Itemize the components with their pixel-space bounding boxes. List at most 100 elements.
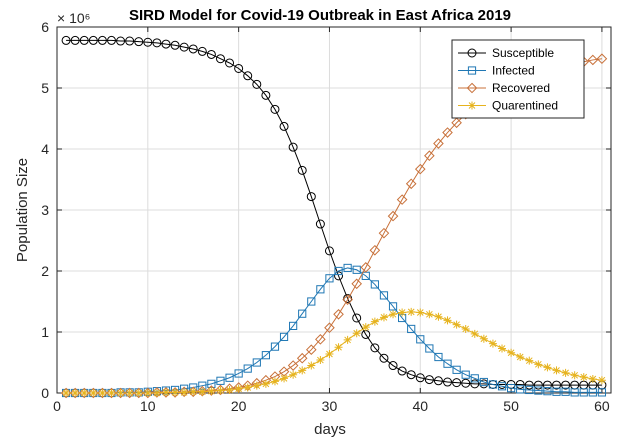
data-point-quarentined: [189, 387, 198, 396]
data-point-susceptible: [379, 353, 389, 363]
data-point-infected: [289, 321, 298, 330]
data-point-recovered: [160, 387, 172, 398]
data-point-recovered: [305, 344, 317, 355]
data-point-recovered: [378, 227, 390, 239]
data-point-susceptible: [143, 37, 153, 47]
data-point-quarentined: [89, 389, 98, 397]
data-point-susceptible: [524, 380, 534, 390]
data-point-quarentined: [143, 389, 152, 397]
data-point-susceptible: [88, 35, 98, 45]
data-point-quarentined: [171, 388, 180, 397]
data-point-susceptible: [170, 40, 180, 50]
data-point-infected: [243, 364, 252, 373]
data-point-susceptible: [561, 380, 571, 390]
data-point-infected: [261, 351, 270, 360]
data-point-infected: [379, 291, 389, 300]
legend-label-quarentined: Quarentined: [492, 99, 558, 113]
data-point-quarentined: [343, 335, 352, 344]
data-point-infected: [234, 369, 243, 378]
data-point-recovered: [405, 178, 417, 190]
data-point-recovered: [396, 194, 408, 205]
data-point-infected: [561, 387, 570, 396]
data-point-infected: [452, 365, 461, 374]
data-point-quarentined: [152, 389, 161, 397]
data-point-recovered: [315, 334, 326, 345]
data-point-infected: [216, 376, 225, 385]
data-point-susceptible: [134, 37, 144, 47]
legend: Susceptible Infected Recovered Quarentined: [451, 39, 585, 119]
y-tick-label: 3: [41, 202, 49, 218]
data-point-recovered: [351, 278, 363, 290]
legend-marker-susceptible: [467, 48, 477, 58]
data-point-infected: [370, 280, 379, 289]
x-tick-label: 0: [53, 398, 61, 414]
data-point-quarentined: [570, 371, 579, 380]
data-point-quarentined: [516, 353, 525, 362]
data-point-quarentined: [62, 389, 71, 397]
data-point-quarentined: [370, 317, 379, 326]
y-tick-label: 5: [41, 80, 49, 96]
data-point-quarentined: [334, 343, 343, 352]
data-point-recovered: [69, 387, 81, 399]
data-point-quarentined: [452, 320, 461, 329]
data-point-quarentined: [352, 329, 361, 338]
data-point-quarentined: [289, 370, 298, 379]
data-point-recovered: [124, 387, 135, 399]
data-point-infected: [425, 344, 434, 353]
data-point-susceptible: [552, 380, 562, 390]
data-point-quarentined: [161, 388, 170, 397]
data-point-quarentined: [307, 361, 316, 370]
data-point-susceptible: [252, 79, 262, 89]
data-point-quarentined: [379, 313, 388, 322]
data-point-quarentined: [479, 334, 488, 343]
data-point-recovered: [287, 360, 299, 371]
data-point-quarentined: [488, 339, 497, 348]
data-point-susceptible: [225, 58, 235, 68]
data-point-susceptible: [197, 46, 207, 56]
data-point-susceptible: [116, 36, 126, 46]
data-point-quarentined: [198, 387, 207, 396]
data-point-susceptible: [433, 376, 443, 386]
data-point-quarentined: [252, 381, 261, 390]
data-point-infected: [516, 385, 525, 394]
series-quarentined: [62, 307, 606, 397]
data-point-quarentined: [361, 323, 370, 332]
data-point-infected: [316, 285, 325, 294]
data-point-quarentined: [561, 368, 570, 377]
x-tick-label: 20: [231, 398, 247, 414]
data-point-susceptible: [243, 71, 253, 81]
data-point-susceptible: [352, 313, 362, 323]
x-tick-label: 50: [503, 398, 519, 414]
data-point-infected: [534, 386, 543, 395]
legend-label-recovered: Recovered: [492, 81, 550, 95]
data-point-infected: [307, 297, 316, 306]
data-point-quarentined: [579, 373, 588, 382]
x-tick-label: 30: [322, 398, 338, 414]
data-point-quarentined: [407, 307, 416, 316]
data-point-susceptible: [388, 361, 398, 371]
data-point-recovered: [60, 387, 72, 399]
data-point-infected: [479, 377, 488, 387]
data-point-susceptible: [106, 35, 116, 45]
data-point-quarentined: [552, 366, 561, 375]
data-point-infected: [461, 370, 470, 379]
data-point-recovered: [387, 210, 399, 222]
data-point-recovered: [142, 387, 154, 399]
data-point-recovered: [369, 244, 381, 256]
data-point-susceptible: [415, 373, 425, 383]
data-point-quarentined: [261, 379, 270, 388]
data-point-recovered: [296, 352, 308, 364]
data-point-recovered: [424, 150, 435, 162]
data-point-susceptible: [297, 165, 307, 175]
y-tick-label: 4: [41, 141, 49, 157]
data-point-quarentined: [416, 308, 425, 317]
data-point-infected: [416, 335, 425, 344]
data-point-infected: [298, 309, 307, 318]
data-point-infected: [388, 302, 398, 311]
data-point-quarentined: [470, 329, 479, 338]
data-point-quarentined: [216, 386, 225, 395]
data-point-recovered: [106, 387, 117, 399]
data-point-quarentined: [298, 366, 307, 375]
data-point-infected: [506, 384, 516, 393]
